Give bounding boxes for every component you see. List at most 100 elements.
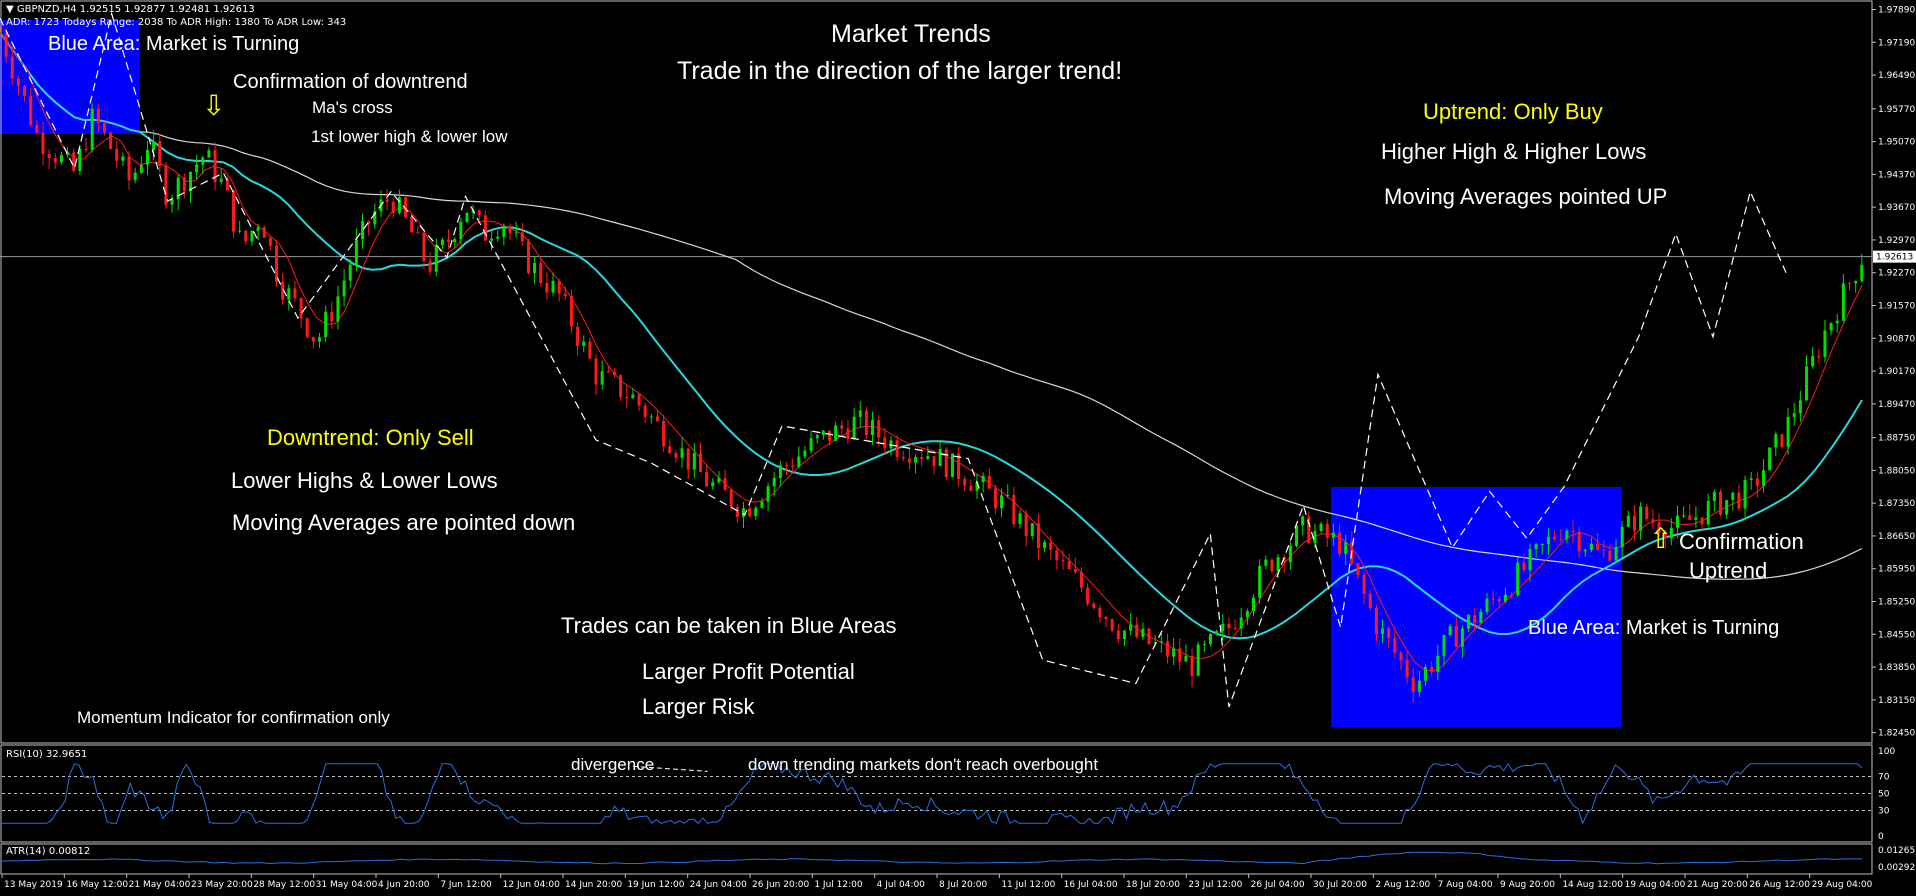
bear-candle bbox=[1356, 563, 1360, 575]
ma-pointed-down-label: Moving Averages are pointed down bbox=[232, 510, 576, 535]
bull-candle bbox=[145, 149, 149, 165]
bear-candle bbox=[1067, 561, 1071, 569]
main-panel-frame bbox=[0, 0, 1873, 744]
bear-candle bbox=[1632, 515, 1636, 531]
bull-candle bbox=[649, 416, 653, 418]
confirmation-downtrend-label: Confirmation of downtrend bbox=[233, 71, 468, 93]
bear-candle bbox=[262, 227, 266, 238]
bear-candle bbox=[1497, 599, 1501, 602]
bear-candle bbox=[1553, 536, 1557, 540]
bull-candle bbox=[680, 448, 684, 458]
bull-candle bbox=[1792, 413, 1796, 417]
bull-candle bbox=[1614, 547, 1618, 561]
bear-candle bbox=[686, 448, 690, 470]
bear-candle bbox=[1663, 532, 1667, 539]
bear-candle bbox=[877, 419, 881, 438]
bull-candle bbox=[1331, 532, 1335, 538]
bear-candle bbox=[1165, 641, 1169, 657]
bull-candle bbox=[1534, 544, 1538, 550]
bull-candle bbox=[1762, 470, 1766, 486]
bear-candle bbox=[1454, 626, 1458, 647]
bull-candle bbox=[1448, 626, 1452, 636]
bull-candle bbox=[1184, 656, 1188, 662]
down-trending-note-label: down trending markets don't reach overbo… bbox=[748, 755, 1099, 774]
bear-candle bbox=[1657, 522, 1661, 533]
bear-candle bbox=[606, 371, 610, 373]
bear-candle bbox=[619, 375, 623, 398]
lower-highs-label: Lower Highs & Lower Lows bbox=[231, 468, 498, 493]
time-tick-label: 23 Jul 12:00 bbox=[1188, 880, 1242, 890]
bear-candle bbox=[1098, 607, 1102, 617]
rsi-panel-frame bbox=[0, 744, 1873, 843]
bull-candle bbox=[256, 227, 260, 231]
bull-candle bbox=[1811, 355, 1815, 367]
bear-candle bbox=[932, 456, 936, 467]
bear-candle bbox=[53, 158, 57, 163]
mas-cross-label: Ma's cross bbox=[312, 98, 393, 117]
bear-candle bbox=[643, 405, 647, 417]
bear-candle bbox=[385, 199, 389, 202]
bear-candle bbox=[311, 336, 315, 342]
bear-candle bbox=[1848, 283, 1852, 285]
bear-candle bbox=[293, 288, 297, 299]
price-tick-label: 1.89470 bbox=[1878, 400, 1915, 410]
bull-candle bbox=[834, 425, 838, 441]
bull-candle bbox=[717, 478, 721, 483]
bear-candle bbox=[1147, 628, 1151, 644]
bull-candle bbox=[336, 296, 340, 322]
bull-candle bbox=[1675, 515, 1679, 528]
bull-candle bbox=[1301, 516, 1305, 526]
time-tick-label: 4 Jul 04:00 bbox=[877, 880, 926, 890]
time-tick-label: 23 May 20:00 bbox=[191, 880, 253, 890]
bear-candle bbox=[391, 201, 395, 213]
bull-candle bbox=[219, 178, 223, 182]
bull-candle bbox=[1319, 523, 1323, 532]
bear-candle bbox=[1491, 598, 1495, 600]
bull-candle bbox=[975, 482, 979, 491]
bull-candle bbox=[176, 177, 180, 200]
bull-candle bbox=[778, 465, 782, 478]
bull-candle bbox=[1417, 680, 1421, 692]
bull-candle bbox=[1442, 635, 1446, 656]
divergence-label: divergence bbox=[571, 755, 655, 774]
trades-blue-areas-label: Trades can be taken in Blue Areas bbox=[561, 613, 897, 638]
bear-candle bbox=[483, 215, 487, 241]
bull-candle bbox=[1706, 500, 1710, 525]
bear-candle bbox=[1577, 531, 1581, 552]
bull-candle bbox=[1018, 513, 1022, 525]
bear-candle bbox=[1079, 572, 1083, 588]
price-tick-label: 1.85250 bbox=[1878, 597, 1915, 607]
bear-candle bbox=[963, 478, 967, 486]
bear-candle bbox=[96, 108, 100, 124]
bear-candle bbox=[410, 216, 414, 233]
bear-candle bbox=[1700, 517, 1704, 525]
bear-candle bbox=[1430, 666, 1434, 672]
bull-candle bbox=[1264, 559, 1268, 566]
bull-candle bbox=[496, 236, 500, 239]
larger-profit-label: Larger Profit Potential bbox=[642, 659, 855, 684]
bull-candle bbox=[1208, 634, 1212, 644]
bull-candle bbox=[1479, 611, 1483, 623]
bull-candle bbox=[797, 456, 801, 467]
current-price-box bbox=[1873, 250, 1916, 263]
adr-stats: ADR: 1723 Todays Range: 2038 To ADR High… bbox=[6, 17, 347, 28]
mid-moving-average bbox=[0, 31, 1863, 640]
bull-candle bbox=[1344, 542, 1348, 554]
atr-title: ATR(14) 0.00812 bbox=[6, 846, 91, 857]
bear-candle bbox=[840, 425, 844, 429]
time-tick-label: 21 May 04:00 bbox=[129, 880, 191, 890]
bear-candle bbox=[612, 371, 616, 376]
bear-candle bbox=[662, 420, 666, 447]
bull-candle bbox=[1460, 628, 1464, 647]
bear-candle bbox=[957, 453, 961, 479]
bull-candle bbox=[1546, 536, 1550, 544]
bear-candle bbox=[785, 465, 789, 467]
bull-candle bbox=[889, 440, 893, 449]
time-tick-label: 31 May 04:00 bbox=[316, 880, 378, 890]
bull-candle bbox=[1043, 542, 1047, 548]
bear-candle bbox=[969, 485, 973, 491]
price-tick-label: 1.90170 bbox=[1878, 367, 1915, 377]
bear-candle bbox=[1190, 656, 1194, 676]
bear-candle bbox=[1387, 628, 1391, 639]
